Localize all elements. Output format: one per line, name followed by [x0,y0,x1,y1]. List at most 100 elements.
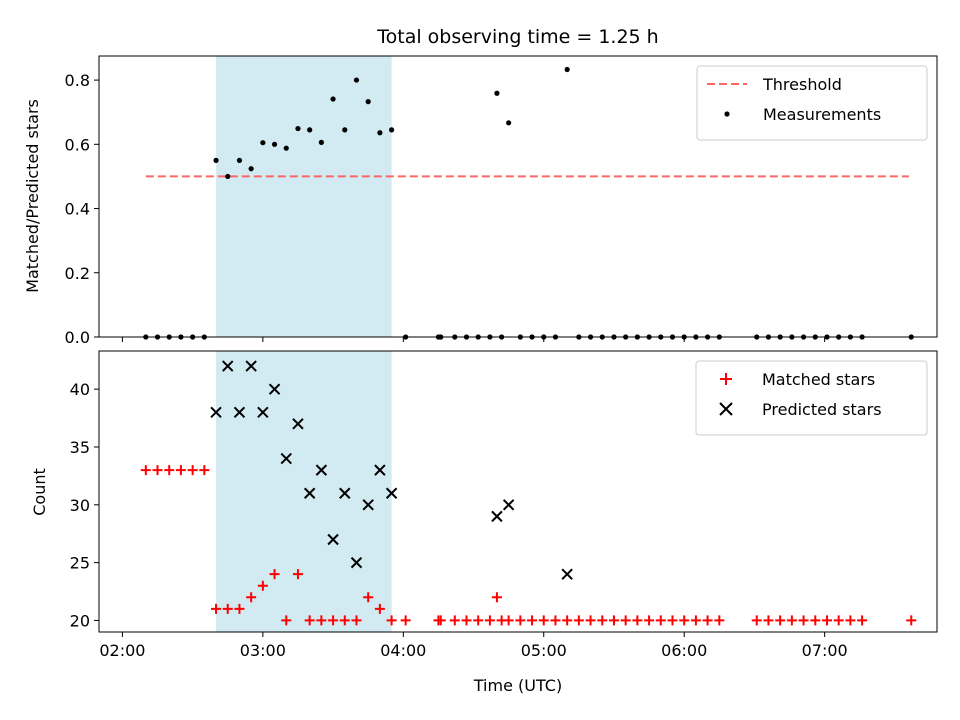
x-tick-label: 03:00 [240,641,286,660]
matched-star-point [751,615,762,626]
matched-star-point [515,615,526,626]
observing-interval-band [216,351,392,632]
measurement-point [236,157,243,163]
measurement-point [248,166,254,172]
predicted-star-point [257,406,269,418]
matched-star-point [667,615,678,626]
predicted-star-point [385,487,398,499]
matched-star-point [550,615,561,626]
x-tick-label: 05:00 [521,641,567,660]
x-axis-label: Time (UTC) [473,676,562,695]
legend-label: Predicted stars [762,400,882,419]
matched-star-point [374,603,385,614]
measurement-point [307,127,313,133]
y-tick-label: 40 [70,380,90,399]
matched-star-point [906,615,917,626]
predicted-star-point [303,487,316,499]
measurement-point [388,127,395,133]
matched-star-point [655,615,666,626]
matched-star-point [491,592,502,603]
series-matched-stars [140,465,917,626]
predicted-star-point [210,406,222,418]
predicted-star-point [561,568,573,580]
matched-star-point [833,615,844,626]
predicted-star-point [491,510,503,523]
x-tick-label: 06:00 [661,641,707,660]
y-tick-label: 35 [70,438,90,457]
measurement-point [318,139,324,145]
measurement-point [225,173,231,180]
matched-star-point [164,465,175,476]
matched-star-point [503,615,514,626]
observing-interval-band [216,56,392,337]
matched-star-point [538,615,549,626]
y-tick-label: 25 [70,554,90,573]
y-tick-label: 0.0 [65,328,90,347]
matched-star-point [775,615,786,626]
matched-star-point [620,615,631,626]
x-tick-label: 04:00 [380,641,426,660]
matched-star-point [187,465,198,476]
matched-star-point [484,615,495,626]
ratio-panel: 0.0 0.2 0.4 0.6 0.8 Threshold Measurements [65,55,938,347]
matched-star-point [679,615,690,626]
predicted-star-point [280,452,292,465]
predicted-star-point [327,533,339,546]
axes-frame [98,350,938,633]
measurement-point [353,77,360,83]
matched-star-point [461,615,472,626]
matched-star-point [269,569,280,580]
predicted-star-point [339,487,351,499]
x-tick-label: 07:00 [802,641,848,660]
matched-star-point [152,465,163,476]
measurement-point [271,141,278,147]
count-panel: 02:00 03:00 04:00 05:00 06:00 07:00 20 25 30 35 40… [70,350,938,660]
matched-star-point [199,465,210,476]
matched-star-point [175,465,186,476]
matched-star-point [363,592,374,603]
predicted-star-point [374,464,386,476]
matched-star-point [328,615,339,626]
matched-star-point [292,569,303,580]
matched-star-point [140,465,151,476]
matched-star-point [351,615,362,626]
matched-star-point [702,615,713,626]
measurement-point [564,66,570,73]
predicted-star-point [245,360,257,372]
matched-star-point [597,615,608,626]
matched-star-point [714,615,725,626]
axes-frame [98,55,938,338]
matched-star-point [632,615,643,626]
matched-star-point [246,592,257,603]
measurement-point [213,157,219,163]
y-tick-label: 0.6 [65,135,90,154]
matched-star-point [473,615,484,626]
matched-star-point [786,615,797,626]
legend-box [696,65,928,141]
measurement-point [295,125,301,132]
y-tick-label: 30 [70,496,90,515]
predicted-star-point [350,556,363,569]
matched-star-point [234,603,245,614]
legend-label: Threshold [762,75,842,94]
x-tick-label: 02:00 [99,641,145,660]
matched-star-point [690,615,701,626]
measurement-point [342,127,348,133]
measurement-point [260,140,266,146]
predicted-star-point [222,360,234,372]
measurement-point [506,120,512,126]
measurement-point [365,99,371,105]
matched-star-point [304,615,315,626]
matched-star-point [316,615,327,626]
legend: Matched stars Predicted stars [695,360,928,436]
legend-dot-swatch [724,111,730,117]
matched-star-point [810,615,821,626]
count-y-axis-label: Count [30,468,49,516]
matched-star-point [644,615,655,626]
measurement-point [377,130,383,136]
y-tick-label: 0.4 [65,200,90,219]
matched-star-point [386,615,397,626]
measurement-point [283,145,289,151]
predicted-star-point [315,464,328,476]
matched-star-point [435,615,446,626]
